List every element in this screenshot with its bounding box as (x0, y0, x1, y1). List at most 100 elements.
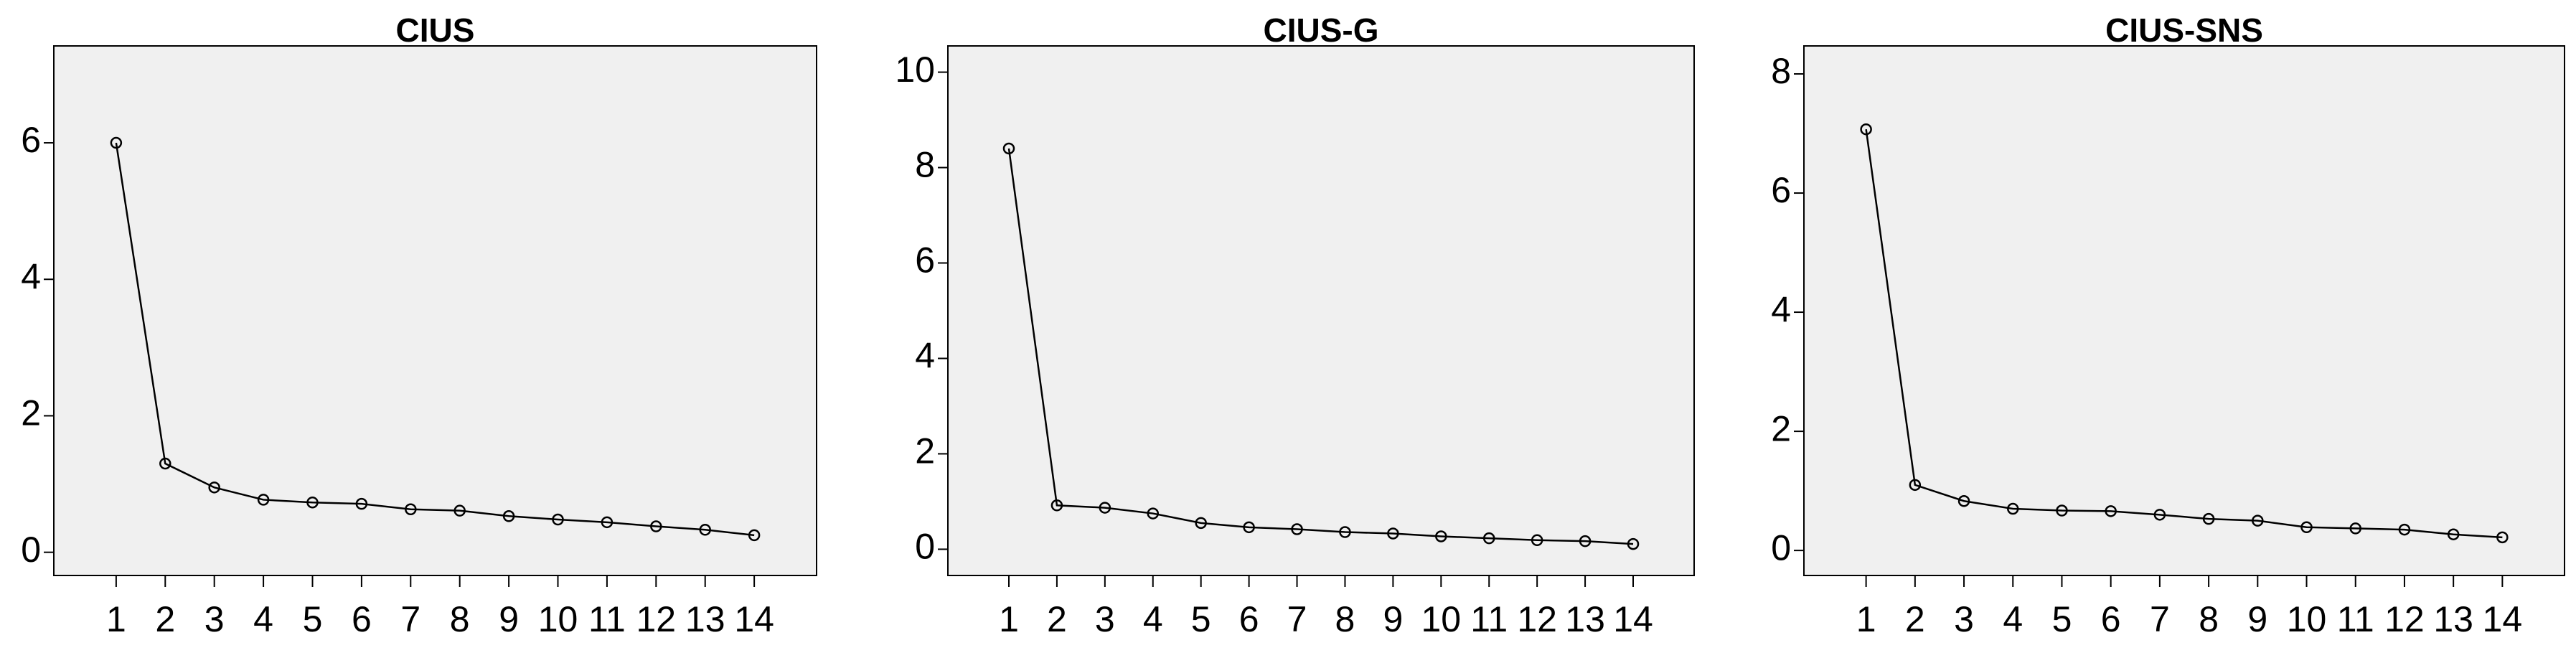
x-tick-label: 10 (1421, 599, 1461, 639)
x-tick-label: 12 (1517, 599, 1557, 639)
plot-area (1803, 45, 2565, 576)
data-point (1627, 537, 1640, 550)
data-point (2398, 523, 2411, 536)
x-tick-label: 4 (1143, 599, 1163, 639)
data-point (650, 520, 662, 532)
x-tick-label: 11 (2337, 599, 2374, 639)
x-tick-label: 9 (499, 599, 519, 639)
x-tick-label: 2 (1905, 599, 1925, 639)
x-tick-label: 1 (106, 599, 126, 639)
x-tick-label: 13 (685, 599, 725, 639)
data-point (1909, 479, 1922, 492)
y-tick-label: 0 (21, 530, 41, 570)
data-point (2496, 531, 2509, 544)
data-point (2300, 521, 2313, 534)
x-tick-label: 8 (2199, 599, 2219, 639)
plot-area (53, 45, 817, 576)
x-tick-label: 4 (2003, 599, 2023, 639)
x-tick-label: 3 (1954, 599, 1974, 639)
data-point (2447, 528, 2460, 540)
x-tick-label: 8 (1335, 599, 1355, 639)
y-tick-label: 0 (1771, 527, 1791, 568)
data-point (208, 481, 220, 494)
x-tick-label: 1 (999, 599, 1019, 639)
y-tick-label: 10 (895, 50, 935, 90)
x-tick-label: 14 (1613, 599, 1653, 639)
y-tick-label: 4 (915, 336, 935, 376)
data-point (2056, 504, 2068, 517)
data-point (1579, 535, 1592, 547)
data-line (115, 142, 755, 537)
data-point (2202, 512, 2215, 525)
x-tick-label: 14 (2483, 599, 2523, 639)
data-point (601, 516, 614, 529)
chart-title: CIUS-SNS (2105, 11, 2263, 49)
data-point (1957, 494, 1970, 507)
data-point (699, 524, 711, 536)
y-tick-label: 6 (21, 120, 41, 160)
x-tick-label: 9 (1383, 599, 1403, 639)
x-tick-label: 5 (303, 599, 323, 639)
data-point (159, 457, 171, 470)
data-point (2252, 514, 2264, 527)
x-tick-label: 2 (1047, 599, 1067, 639)
data-point (405, 503, 417, 515)
x-tick-label: 4 (253, 599, 273, 639)
y-tick-label: 2 (915, 431, 935, 471)
x-tick-label: 13 (1565, 599, 1605, 639)
data-point (552, 513, 564, 526)
y-tick-label: 6 (1771, 170, 1791, 210)
data-point (306, 496, 319, 509)
y-tick-label: 2 (21, 393, 41, 433)
x-tick-label: 6 (352, 599, 372, 639)
data-point (1243, 521, 1255, 534)
y-tick-label: 0 (915, 527, 935, 567)
x-tick-label: 2 (155, 599, 175, 639)
x-tick-label: 7 (2150, 599, 2170, 639)
x-tick-label: 9 (2247, 599, 2267, 639)
data-point (748, 529, 761, 542)
y-tick-label: 2 (1771, 408, 1791, 448)
y-tick-label: 6 (915, 240, 935, 281)
x-tick-label: 6 (1239, 599, 1259, 639)
data-point (355, 497, 368, 510)
x-tick-label: 7 (1287, 599, 1307, 639)
x-tick-label: 5 (1191, 599, 1211, 639)
data-point (2153, 509, 2166, 521)
data-point (2105, 505, 2117, 517)
plot-area (947, 45, 1695, 576)
x-tick-label: 3 (1095, 599, 1115, 639)
data-point (1099, 502, 1111, 514)
data-point (1002, 142, 1015, 155)
y-tick-label: 8 (915, 145, 935, 185)
data-point (110, 136, 123, 149)
x-tick-label: 11 (1470, 599, 1508, 639)
data-point (2349, 522, 2361, 535)
data-point (2007, 502, 2019, 515)
y-tick-label: 4 (21, 256, 41, 296)
data-point (1339, 526, 1351, 538)
x-tick-label: 12 (636, 599, 677, 639)
data-point (257, 494, 270, 506)
data-line (1007, 148, 1634, 545)
data-line (1865, 129, 2503, 539)
x-tick-label: 6 (2101, 599, 2121, 639)
y-tick-label: 4 (1771, 289, 1791, 329)
chart-title: CIUS (396, 11, 475, 49)
x-tick-label: 10 (2287, 599, 2327, 639)
data-point (1482, 532, 1495, 545)
data-point (1050, 499, 1063, 512)
data-point (1387, 527, 1399, 540)
data-point (502, 510, 515, 522)
data-point (1147, 507, 1160, 520)
x-tick-label: 10 (538, 599, 578, 639)
x-tick-label: 3 (205, 599, 225, 639)
data-point (1860, 123, 1872, 136)
x-tick-label: 8 (450, 599, 470, 639)
data-point (453, 504, 466, 517)
y-tick-label: 8 (1771, 51, 1791, 91)
data-point (1291, 523, 1303, 535)
x-tick-label: 12 (2384, 599, 2425, 639)
data-point (1531, 534, 1543, 547)
